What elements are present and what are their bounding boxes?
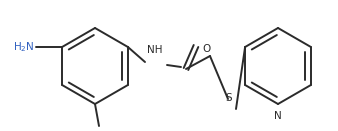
Text: S: S [226,93,232,103]
Text: N: N [274,111,282,121]
Text: O: O [202,44,210,54]
Text: H$_2$N: H$_2$N [13,40,34,54]
Text: NH: NH [147,45,163,55]
